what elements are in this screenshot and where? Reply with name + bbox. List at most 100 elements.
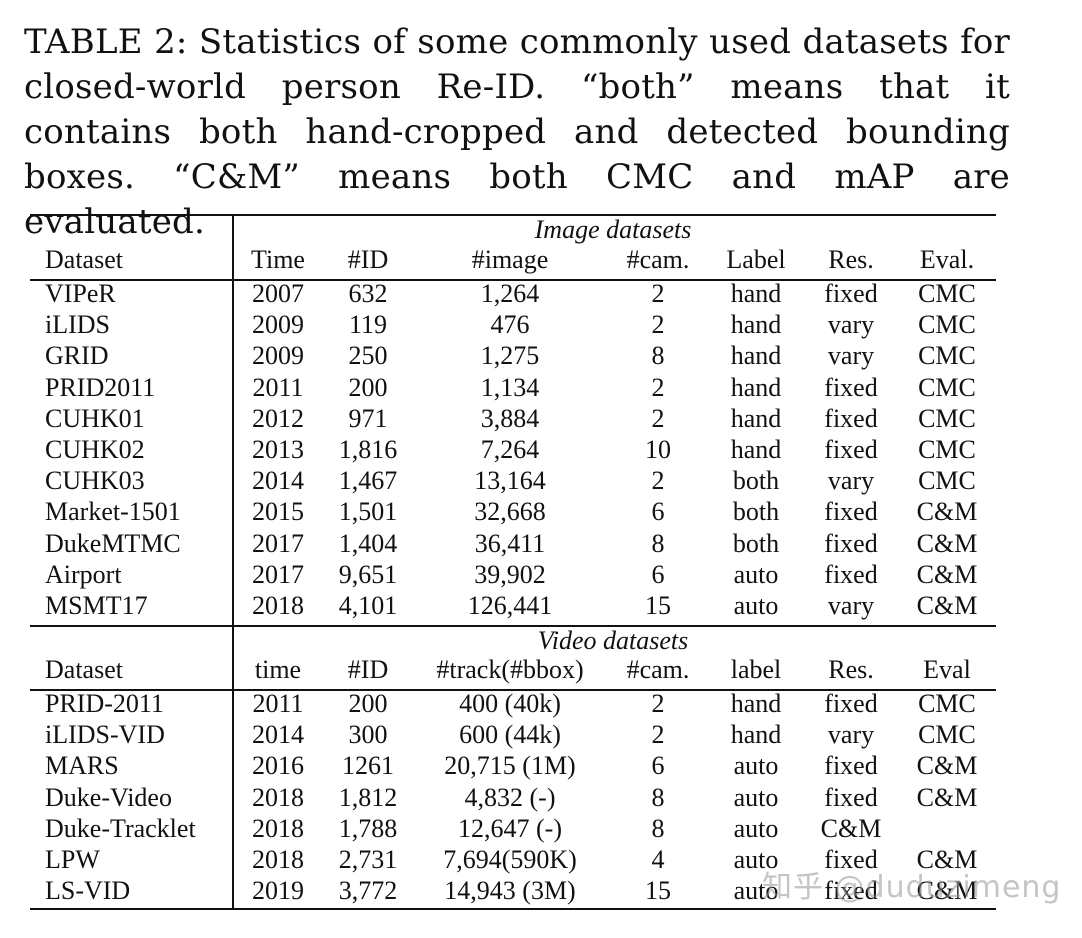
column-header: Eval: [923, 655, 971, 684]
column-header: Res.: [828, 655, 874, 684]
table-cell: fixed: [824, 497, 878, 527]
column-header: Eval.: [919, 245, 975, 274]
bottom-rule: [30, 908, 996, 910]
column-header: #ID: [347, 655, 389, 684]
table-cell: C&M: [820, 813, 882, 843]
table-cell: C&M: [916, 782, 978, 812]
dataset-name-cell: Duke-Tracklet: [45, 813, 196, 843]
table-cell: CMC: [918, 310, 976, 340]
table-cell: 2009: [252, 341, 304, 371]
table-cell: 13,164: [474, 466, 546, 496]
table-cell: 2019: [252, 876, 304, 906]
table-cell: 39,902: [474, 559, 546, 589]
table-cell: 2007: [252, 279, 304, 308]
table-cell: auto: [733, 591, 779, 620]
column-header: Res.: [828, 245, 874, 274]
table-cell: 632: [348, 279, 388, 308]
dataset-name-cell: Market-1501: [45, 497, 181, 527]
table-cell: 9,651: [338, 559, 398, 589]
table-cell: 2: [651, 466, 665, 496]
dataset-name-cell: iLIDS: [45, 310, 110, 340]
table-cell: hand: [730, 720, 782, 750]
dataset-name-cell: LPW: [45, 845, 100, 874]
table-cell: 1,264: [480, 279, 540, 308]
table-cell: fixed: [824, 435, 878, 464]
table-cell: CMC: [918, 279, 976, 308]
section-divider-rule: [30, 625, 996, 627]
table-cell: 8: [651, 528, 665, 558]
table-cell: 14,943 (3M): [444, 876, 576, 906]
table-cell: 1,788: [338, 813, 398, 843]
column-header: Dataset: [45, 655, 123, 684]
table-cell: 2: [651, 720, 665, 750]
table-cell: 2018: [252, 591, 304, 620]
table-caption: TABLE 2: Statistics of some commonly use…: [24, 22, 1010, 242]
table-cell: 2: [651, 403, 665, 433]
table-cell: vary: [827, 591, 875, 620]
table-cell: 7,694(590K): [443, 845, 577, 874]
dataset-name-cell: DukeMTMC: [45, 528, 181, 558]
table-cell: 2018: [252, 845, 304, 874]
table-cell: auto: [733, 559, 779, 589]
dataset-name-cell: PRID-2011: [45, 689, 164, 718]
table-cell: 600 (44k): [459, 720, 561, 750]
table-cell: 1,812: [338, 782, 398, 812]
column-header: Label: [726, 245, 786, 274]
table-cell: 2: [651, 372, 665, 402]
table-cell: fixed: [824, 372, 878, 402]
table-cell: C&M: [916, 845, 978, 874]
table-cell: fixed: [824, 279, 878, 308]
table-cell: CMC: [918, 720, 976, 750]
table-cell: C&M: [916, 497, 978, 527]
table-cell: 6: [651, 559, 665, 589]
column-header: Time: [251, 245, 305, 274]
column-header: time: [254, 655, 302, 684]
table-cell: 6: [651, 497, 665, 527]
table-cell: hand: [730, 435, 782, 464]
table-cell: 10: [645, 435, 671, 464]
table-cell: 1,275: [480, 341, 540, 371]
dataset-name-cell: MARS: [45, 751, 119, 781]
table-cell: vary: [827, 466, 875, 496]
table-cell: fixed: [824, 751, 878, 781]
image-section-title: Image datasets: [534, 215, 692, 244]
table-cell: 2,731: [338, 845, 398, 874]
table-cell: 2: [651, 279, 665, 308]
table-cell: 1261: [342, 751, 394, 781]
table-cell: hand: [730, 279, 782, 308]
dataset-column-rule: [232, 214, 234, 909]
table-cell: CMC: [918, 435, 976, 464]
table-cell: 6: [651, 751, 665, 781]
watermark: 知乎 @duduzimeng: [762, 870, 1062, 905]
table-cell: fixed: [824, 559, 878, 589]
table-cell: CMC: [918, 403, 976, 433]
dataset-name-cell: CUHK02: [45, 435, 145, 464]
table-cell: auto: [733, 813, 779, 843]
table-cell: hand: [730, 372, 782, 402]
video-section-title: Video datasets: [537, 626, 689, 655]
table-cell: 1,404: [338, 528, 398, 558]
table-cell: 476: [490, 310, 530, 340]
table-cell: both: [732, 528, 780, 558]
column-header: #cam.: [626, 245, 690, 274]
table-cell: 250: [348, 341, 388, 371]
table-cell: 8: [651, 782, 665, 812]
column-header: #cam.: [626, 655, 690, 684]
table-cell: 32,668: [474, 497, 546, 527]
table-cell: 12,647 (-): [458, 813, 562, 843]
table-cell: 300: [348, 720, 388, 750]
dataset-name-cell: MSMT17: [45, 591, 148, 620]
table-cell: hand: [730, 341, 782, 371]
table-cell: fixed: [824, 845, 878, 874]
table-cell: 200: [348, 689, 388, 718]
table-cell: vary: [827, 341, 875, 371]
column-header: #track(#bbox): [436, 655, 584, 684]
image-header-rule: [30, 279, 996, 281]
table-cell: 8: [651, 813, 665, 843]
table-cell: hand: [730, 689, 782, 718]
dataset-name-cell: Airport: [45, 559, 122, 589]
table-cell: auto: [733, 751, 779, 781]
table-cell: fixed: [824, 782, 878, 812]
column-header: #ID: [347, 245, 389, 274]
